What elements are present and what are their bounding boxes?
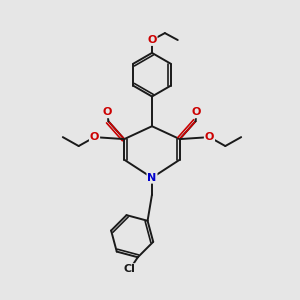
Text: O: O	[192, 107, 201, 117]
Text: O: O	[205, 132, 214, 142]
Text: N: N	[147, 173, 157, 183]
Text: O: O	[90, 132, 99, 142]
Text: O: O	[147, 35, 157, 45]
Text: O: O	[103, 107, 112, 117]
Text: Cl: Cl	[124, 264, 136, 274]
